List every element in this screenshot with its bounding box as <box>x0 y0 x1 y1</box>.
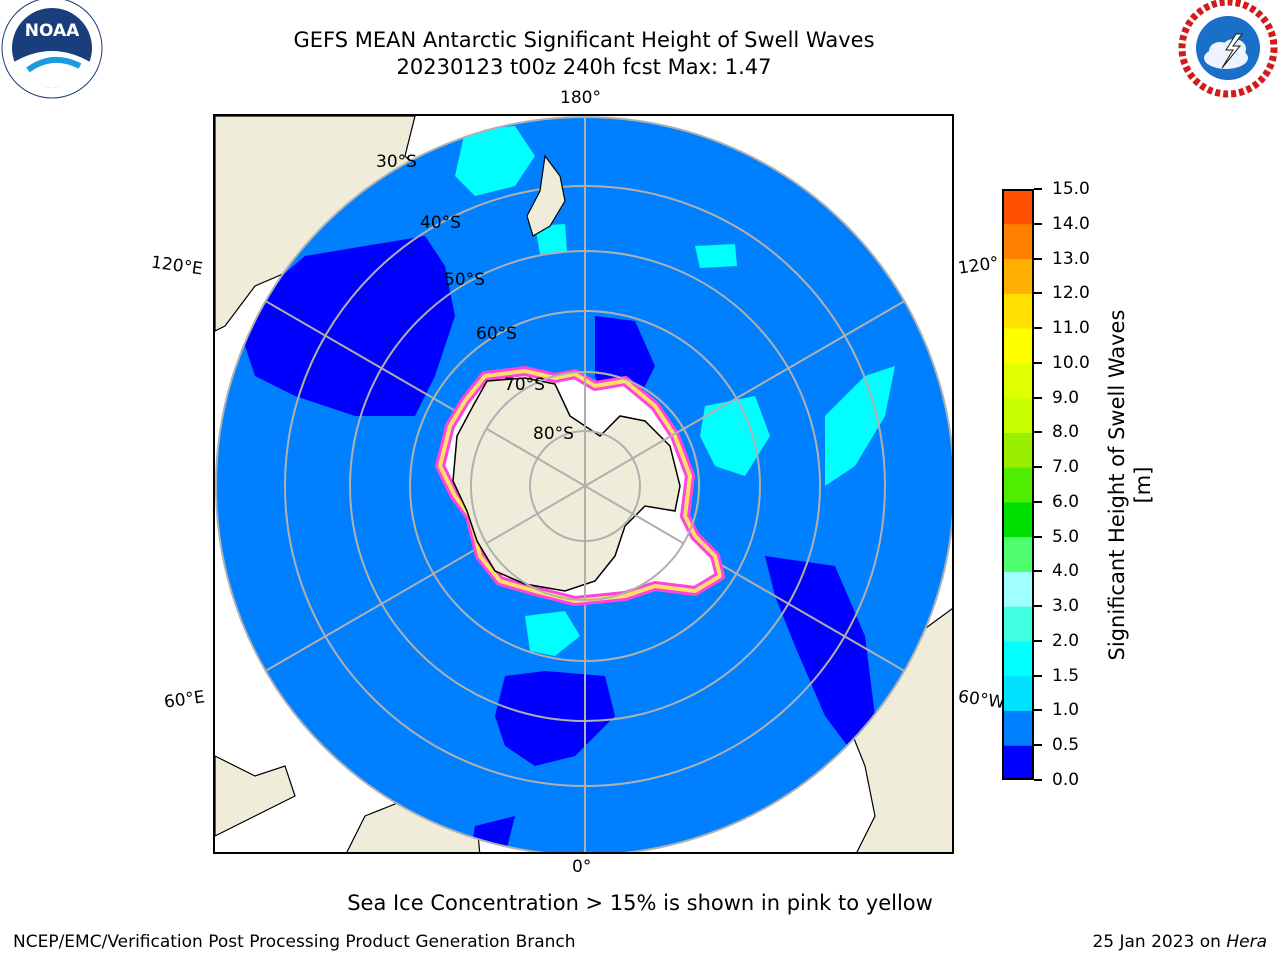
chart-subtitle: 20230123 t00z 240h fcst Max: 1.47 <box>396 55 772 79</box>
colorbar-tick-mark <box>1034 779 1042 781</box>
colorbar-swatch <box>1002 432 1034 468</box>
colorbar-swatch <box>1002 293 1034 329</box>
colorbar-tick-mark <box>1034 327 1042 330</box>
swell-cyan-area <box>525 611 580 656</box>
lat-label-50s: 50°S <box>444 270 485 290</box>
colorbar-tick-mark <box>1034 570 1042 573</box>
colorbar-tick-label: 1.5 <box>1052 665 1080 686</box>
colorbar-tick-label: 0.5 <box>1052 735 1080 756</box>
colorbar-tick-mark <box>1034 500 1042 503</box>
colorbar-tick-mark <box>1034 744 1042 747</box>
swell-cyan-area <box>535 224 567 254</box>
lat-label-40s: 40°S <box>420 213 461 233</box>
nws-logo <box>1178 0 1278 100</box>
chart-title: GEFS MEAN Antarctic Significant Height o… <box>293 28 875 52</box>
colorbar-swatch <box>1002 362 1034 399</box>
swell-cyan-area <box>695 244 737 268</box>
new-zealand <box>526 154 566 237</box>
colorbar-tick-label: 11.0 <box>1052 318 1090 339</box>
lon-label-180: 180° <box>560 88 601 108</box>
colorbar-tick-label: 8.0 <box>1052 422 1080 443</box>
footer-date-text: 25 Jan 2023 on <box>1092 932 1227 952</box>
colorbar-tick-label: 13.0 <box>1052 248 1090 269</box>
colorbar-tick-label: 9.0 <box>1052 387 1080 408</box>
noaa-logo-text: NOAA <box>25 21 80 41</box>
colorbar-tick-mark <box>1034 222 1042 225</box>
colorbar-swatch <box>1002 397 1034 433</box>
antarctica <box>435 366 725 606</box>
antarctica-land <box>452 377 681 592</box>
lon-label-120e: 120°E <box>149 252 204 280</box>
colorbar-tick-mark <box>1034 605 1042 608</box>
colorbar-swatch <box>1002 501 1034 538</box>
colorbar-border <box>1002 189 1034 780</box>
colorbar-tick-mark <box>1034 709 1042 712</box>
colorbar-tick-mark <box>1034 257 1042 260</box>
colorbar-tick-mark <box>1034 361 1042 364</box>
colorbar-tick-label: 1.0 <box>1052 700 1080 721</box>
colorbar-tick-mark <box>1034 639 1042 642</box>
colorbar-tick-mark <box>1034 431 1042 434</box>
colorbar-swatch <box>1002 189 1034 225</box>
lat-label-80s: 80°S <box>533 424 574 444</box>
colorbar-tick-label: 0.0 <box>1052 770 1080 790</box>
lon-label-120w: 120° <box>956 253 1001 279</box>
colorbar-swatch <box>1002 606 1034 642</box>
map-panel <box>213 114 954 854</box>
colorbar-swatches <box>1002 189 1034 781</box>
colorbar-swatch <box>1002 710 1034 746</box>
colorbar-swatch <box>1002 467 1034 503</box>
colorbar-tick-label: 14.0 <box>1052 213 1090 234</box>
lon-label-0: 0° <box>572 857 592 877</box>
sea-ice-note: Sea Ice Concentration > 15% is shown in … <box>347 891 933 915</box>
colorbar-tick-mark <box>1034 292 1042 295</box>
colorbar-tick-label: 6.0 <box>1052 491 1080 512</box>
polar-map <box>215 116 952 852</box>
colorbar-tick-label: 7.0 <box>1052 457 1080 478</box>
lat-label-60s: 60°S <box>476 324 517 344</box>
swell-low-area <box>235 236 455 416</box>
colorbar-swatch <box>1002 640 1034 677</box>
lon-label-60w: 60°W <box>956 686 1007 714</box>
noaa-logo: NOAA <box>0 0 104 100</box>
colorbar-tick-mark <box>1034 535 1042 538</box>
colorbar-swatch <box>1002 675 1034 711</box>
colorbar-swatch <box>1002 223 1034 260</box>
colorbar-swatch <box>1002 571 1034 607</box>
lon-label-60e: 60°E <box>162 687 207 713</box>
colorbar-tick-label: 3.0 <box>1052 596 1080 617</box>
footer-machine: Hera <box>1226 932 1267 952</box>
colorbar-tick-mark <box>1034 466 1042 469</box>
colorbar-tick-mark <box>1034 188 1042 190</box>
colorbar-tick-label: 5.0 <box>1052 526 1080 547</box>
colorbar-tick-label: 12.0 <box>1052 283 1090 304</box>
colorbar-tick-label: 15.0 <box>1052 179 1090 199</box>
swell-cyan-area <box>825 366 895 486</box>
swell-cyan-area <box>455 126 535 196</box>
swell-cyan-area <box>700 396 770 476</box>
lat-label-70s: 70°S <box>504 375 545 395</box>
colorbar-swatch <box>1002 328 1034 364</box>
colorbar-swatch <box>1002 536 1034 572</box>
footer-branch: NCEP/EMC/Verification Post Processing Pr… <box>13 932 576 952</box>
colorbar-swatch <box>1002 258 1034 294</box>
colorbar-swatch <box>1002 745 1034 781</box>
lat-label-30s: 30°S <box>376 152 417 172</box>
colorbar-tick-mark <box>1034 396 1042 399</box>
colorbar-title: Significant Height of Swell Waves [m] <box>1105 309 1155 661</box>
colorbar-tick-label: 10.0 <box>1052 352 1090 373</box>
footer-date: 25 Jan 2023 on Hera <box>1092 932 1267 952</box>
colorbar <box>1002 189 1034 781</box>
colorbar-tick-mark <box>1034 674 1042 677</box>
colorbar-tick-label: 4.0 <box>1052 561 1080 582</box>
colorbar-tick-label: 2.0 <box>1052 630 1080 651</box>
